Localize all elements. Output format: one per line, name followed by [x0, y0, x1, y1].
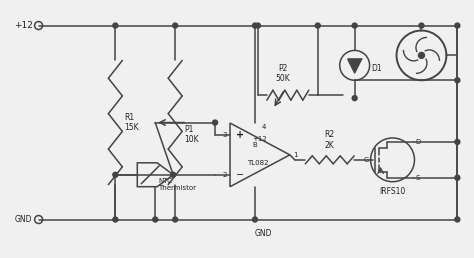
Circle shape	[212, 120, 218, 125]
Circle shape	[455, 139, 460, 144]
Circle shape	[255, 23, 260, 28]
Circle shape	[352, 23, 357, 28]
Text: GND: GND	[254, 229, 272, 238]
Circle shape	[419, 23, 424, 28]
Text: S: S	[416, 175, 420, 181]
Text: 4: 4	[262, 124, 266, 130]
Circle shape	[113, 23, 118, 28]
Circle shape	[455, 217, 460, 222]
Circle shape	[419, 52, 424, 58]
Circle shape	[153, 217, 158, 222]
Text: −: −	[236, 170, 244, 180]
Text: 1: 1	[293, 152, 297, 158]
Text: G: G	[363, 157, 369, 163]
Text: 2: 2	[223, 172, 227, 178]
Text: TL082: TL082	[247, 160, 269, 166]
Circle shape	[171, 172, 176, 177]
Circle shape	[455, 23, 460, 28]
Circle shape	[315, 23, 320, 28]
Text: P2
50K: P2 50K	[275, 64, 290, 83]
Circle shape	[352, 96, 357, 101]
Text: GND: GND	[15, 215, 33, 224]
Text: +12: +12	[14, 21, 33, 30]
Text: +12: +12	[252, 136, 267, 142]
Circle shape	[173, 217, 178, 222]
Text: D: D	[416, 139, 421, 145]
Text: P1
10K: P1 10K	[184, 125, 199, 144]
Circle shape	[455, 175, 460, 180]
Text: D1: D1	[372, 64, 382, 73]
Text: R1
15K: R1 15K	[124, 113, 139, 132]
Text: IRFS10: IRFS10	[379, 187, 406, 196]
Circle shape	[455, 78, 460, 83]
Circle shape	[173, 23, 178, 28]
Text: B: B	[252, 142, 257, 148]
Circle shape	[253, 23, 257, 28]
Text: 3: 3	[222, 132, 227, 138]
Circle shape	[113, 217, 118, 222]
Circle shape	[113, 172, 118, 177]
Polygon shape	[347, 59, 362, 73]
Text: NTC
Thermistor: NTC Thermistor	[158, 178, 196, 191]
Circle shape	[253, 217, 257, 222]
Text: R2
2K: R2 2K	[325, 131, 335, 150]
Text: +: +	[236, 130, 244, 140]
